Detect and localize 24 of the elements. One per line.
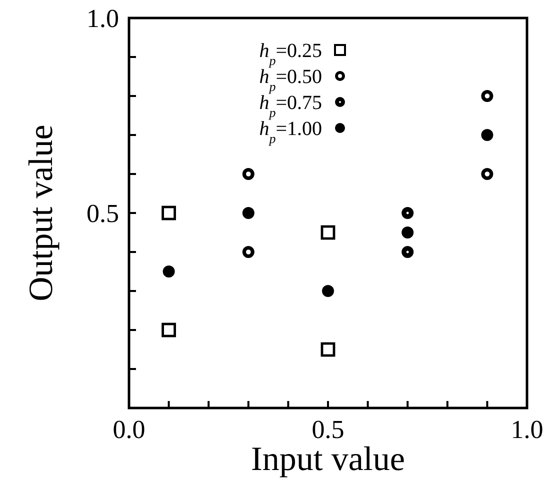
- x-tick-label: 1.0: [510, 415, 544, 444]
- legend-label: h$_{p}$=0.50: [259, 66, 322, 94]
- point: [322, 285, 334, 297]
- x-tick-label: 0.5: [312, 415, 344, 444]
- point: [402, 226, 414, 238]
- legend-label: h$_{p}$=0.25: [259, 40, 322, 68]
- legend-label: h$_{p}$=1.00: [259, 118, 322, 146]
- legend-label: h$_{p}$=0.75: [259, 92, 322, 120]
- x-axis-title: Input value: [251, 441, 405, 478]
- x-tick-label: 0.0: [112, 415, 146, 444]
- point: [402, 246, 414, 258]
- point: [402, 207, 414, 219]
- point: [242, 246, 254, 258]
- point: [320, 342, 336, 357]
- point: [242, 168, 254, 180]
- point: [162, 322, 176, 338]
- point: [481, 90, 494, 102]
- point: [162, 266, 175, 278]
- point: [320, 225, 336, 240]
- point: [481, 168, 494, 180]
- point: [162, 206, 176, 220]
- point: [242, 207, 254, 219]
- point: [481, 129, 494, 141]
- y-axis-title: Output value: [23, 124, 60, 302]
